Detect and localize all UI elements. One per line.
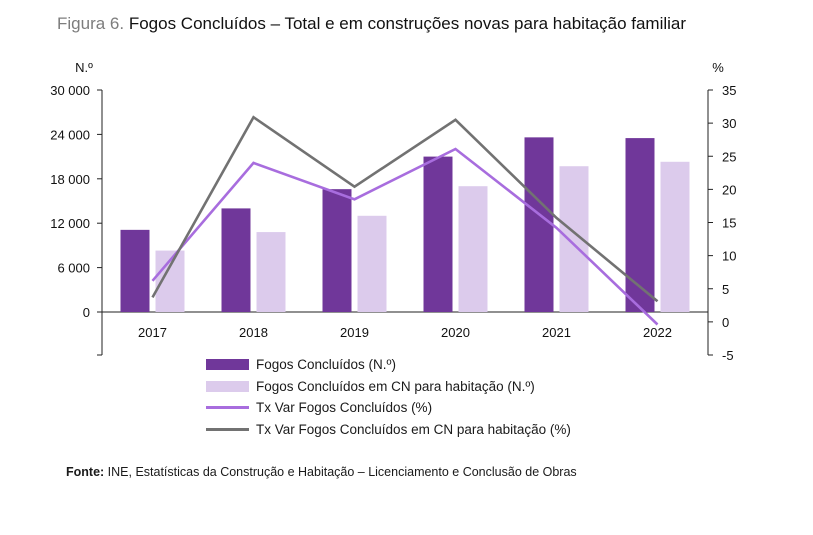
legend-label: Fogos Concluídos (N.º) <box>256 357 396 373</box>
legend-label: Tx Var Fogos Concluídos em CN para habit… <box>256 421 571 437</box>
right-axis-tick-label: 30 <box>722 116 736 131</box>
figure-title: Fogos Concluídos – Total e em construçõe… <box>128 14 687 33</box>
x-axis-tick-label: 2021 <box>542 325 571 340</box>
left-axis-tick-label: 12 000 <box>50 216 90 231</box>
bar-fogos-cn <box>458 186 488 312</box>
legend-swatch-fogos <box>206 359 249 371</box>
left-axis-tick-label: 6 000 <box>57 261 90 276</box>
legend-item: Tx Var Fogos Concluídos (%) <box>206 397 571 419</box>
source-text: INE, Estatísticas da Construção e Habita… <box>104 465 577 479</box>
x-axis-tick-label: 2022 <box>643 325 672 340</box>
bar-fogos-concluidos <box>120 229 150 312</box>
right-axis-unit: % <box>712 60 724 75</box>
left-axis-tick-label: 0 <box>83 305 90 320</box>
x-axis-tick-label: 2019 <box>340 325 369 340</box>
legend-line-txvar <box>206 406 249 410</box>
right-axis-tick-label: 35 <box>722 83 736 98</box>
left-axis-tick-label: 30 000 <box>50 83 90 98</box>
left-axis-unit: N.º <box>75 60 93 75</box>
legend-swatch-fogos-cn <box>206 380 249 392</box>
line-txvar-fogos-cn <box>151 115 659 303</box>
x-axis-tick-label: 2017 <box>138 325 167 340</box>
legend-item: Fogos Concluídos (N.º) <box>206 354 571 376</box>
bar-fogos-concluidos <box>625 138 655 312</box>
right-axis-tick-label: 25 <box>722 149 736 164</box>
legend-label: Tx Var Fogos Concluídos (%) <box>256 400 433 416</box>
right-axis-tick-label: 15 <box>722 216 736 231</box>
legend-item: Fogos Concluídos em CN para habitação (N… <box>206 376 571 398</box>
line-txvar-fogos <box>151 147 659 326</box>
x-axis-tick-label: 2018 <box>239 325 268 340</box>
left-axis-tick-label: 24 000 <box>50 127 90 142</box>
source-label: Fonte: <box>66 465 105 479</box>
legend-line-txvar-cn <box>206 427 249 431</box>
chart-title: Figura 6. Fogos Concluídos – Total e em … <box>57 14 686 34</box>
bar-fogos-concluidos <box>221 208 251 312</box>
bar-fogos-concluidos <box>322 189 352 312</box>
right-axis-tick-label: -5 <box>722 348 734 363</box>
right-axis-tick-label: 10 <box>722 249 736 264</box>
left-axis-tick-label: 18 000 <box>50 172 90 187</box>
bar-fogos-concluidos <box>423 156 453 312</box>
figure-label: Figura 6. <box>57 14 125 33</box>
source-note: Fonte: INE, Estatísticas da Construção e… <box>66 465 577 479</box>
bar-fogos-cn <box>256 232 286 312</box>
bar-fogos-cn <box>660 161 690 312</box>
bar-fogos-concluidos <box>524 137 554 312</box>
bar-fogos-cn <box>357 215 387 312</box>
x-axis-tick-label: 2020 <box>441 325 470 340</box>
right-axis-tick-label: 20 <box>722 182 736 197</box>
right-axis-tick-label: 0 <box>722 315 729 330</box>
legend-label: Fogos Concluídos em CN para habitação (N… <box>256 378 535 394</box>
legend-item: Tx Var Fogos Concluídos em CN para habit… <box>206 419 571 441</box>
right-axis-tick-label: 5 <box>722 282 729 297</box>
legend: Fogos Concluídos (N.º) Fogos Concluídos … <box>206 354 571 440</box>
